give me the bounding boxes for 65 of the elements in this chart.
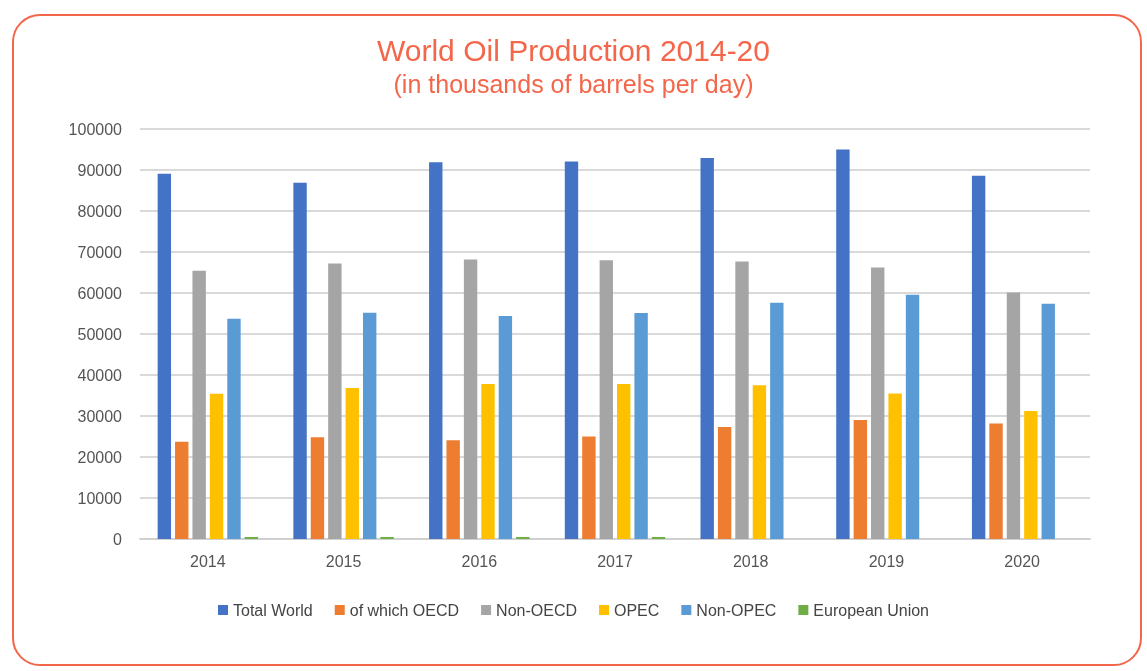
y-tick-label: 100000 (68, 120, 123, 138)
bar (989, 423, 1003, 539)
chart-title: World Oil Production 2014-20 (377, 33, 770, 67)
bar (871, 267, 885, 539)
bar (735, 261, 749, 539)
bar (310, 437, 325, 539)
bar (1006, 292, 1021, 539)
x-tick-label: 2018 (732, 552, 769, 570)
bar (175, 441, 189, 539)
legend-label: Non-OECD (496, 601, 577, 619)
bar (328, 263, 342, 539)
bar (700, 158, 714, 539)
y-tick-label: 20000 (77, 448, 123, 466)
x-tick-label: 2017 (597, 552, 633, 570)
bar (192, 270, 206, 539)
bar (599, 260, 613, 539)
bar (651, 536, 666, 539)
y-tick-label: 60000 (77, 284, 123, 302)
bar (752, 385, 767, 539)
y-tick-label: 0 (113, 530, 123, 548)
bar (971, 175, 986, 539)
legend-label: OPEC (614, 601, 660, 619)
bar (209, 393, 224, 539)
x-tick-label: 2015 (325, 552, 362, 570)
legend-label: of which OECD (349, 601, 460, 619)
y-tick-label: 30000 (77, 407, 123, 425)
bar (293, 182, 307, 539)
bar (446, 440, 460, 539)
bar (1041, 303, 1055, 539)
x-tick-label: 2020 (1004, 552, 1041, 570)
bar (516, 536, 530, 539)
y-tick-label: 70000 (77, 243, 123, 261)
bar (853, 420, 868, 539)
bar (498, 315, 513, 539)
y-tick-label: 80000 (77, 202, 123, 220)
bar (582, 436, 596, 539)
bar (564, 161, 579, 539)
bar (362, 312, 377, 539)
y-tick-label: 90000 (77, 161, 123, 179)
chart-subtitle: (in thousands of barrels per day) (393, 69, 754, 98)
bar (345, 388, 359, 539)
y-tick-label: 10000 (77, 489, 123, 507)
bar (481, 384, 495, 539)
y-tick-label: 40000 (77, 366, 123, 384)
bar (836, 149, 850, 539)
bar (380, 536, 394, 539)
x-tick-label: 2019 (868, 552, 905, 570)
bar (905, 294, 920, 539)
y-tick-label: 50000 (77, 325, 123, 343)
bar (617, 384, 631, 539)
bar (634, 313, 648, 539)
x-tick-label: 2014 (190, 552, 226, 570)
bar (463, 259, 478, 539)
bar (227, 318, 241, 539)
legend-label: Total World (232, 601, 313, 619)
bar (770, 302, 784, 539)
bar (888, 393, 902, 539)
legend-label: European Union (813, 601, 930, 619)
bar (429, 162, 443, 539)
bar (244, 536, 259, 539)
bar (157, 173, 172, 539)
bar (717, 427, 732, 539)
x-tick-label: 2016 (461, 552, 498, 570)
bar (1024, 411, 1038, 539)
legend-label: Non-OPEC (696, 601, 777, 619)
